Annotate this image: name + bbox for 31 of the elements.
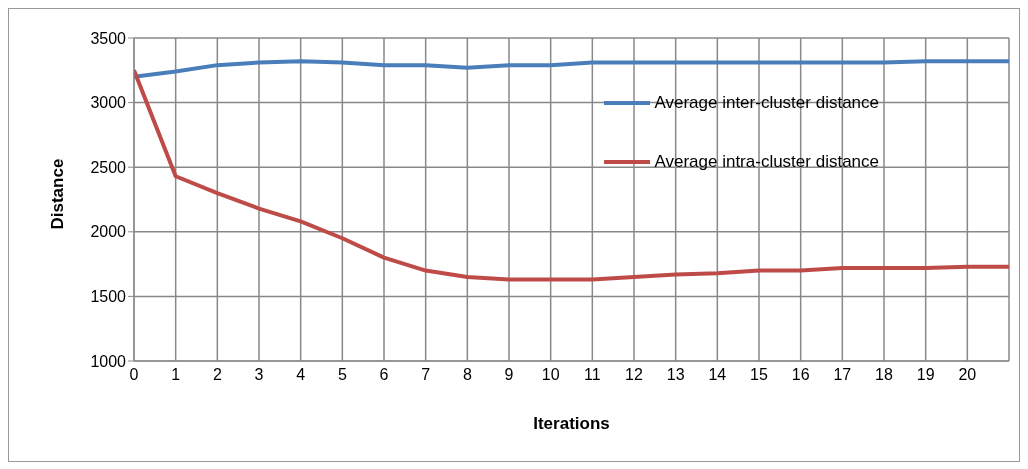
y-tick-label: 3500 <box>90 29 127 47</box>
y-tick-label: 3000 <box>90 94 127 112</box>
x-axis-title: Iterations <box>533 414 610 433</box>
legend-label: Average intra-cluster distance <box>654 151 879 172</box>
y-axis-title: Distance <box>48 158 68 230</box>
x-tick-label: 10 <box>541 366 560 384</box>
y-tick-label: 2000 <box>90 223 127 241</box>
x-tick-label: 15 <box>750 366 768 384</box>
x-tick-label: 3 <box>254 366 264 384</box>
x-tick-label: 14 <box>708 366 727 384</box>
x-tick-label: 9 <box>504 366 514 384</box>
y-tick-label: 2500 <box>90 158 127 176</box>
x-tick-label: 8 <box>462 366 472 384</box>
y-tick-label: 1000 <box>90 352 127 370</box>
x-tick-label: 13 <box>666 366 685 384</box>
x-tick-label: 16 <box>791 366 810 384</box>
x-tick-label: 5 <box>337 366 347 384</box>
x-tick-label: 1 <box>171 366 181 384</box>
x-tick-label: 6 <box>379 366 389 384</box>
x-tick-label: 12 <box>625 366 643 384</box>
x-tick-label: 2 <box>212 366 222 384</box>
x-tick-label: 17 <box>833 366 852 384</box>
y-tick-label: 1500 <box>90 288 127 306</box>
x-tick-label: 0 <box>129 366 139 384</box>
legend-label: Average inter-cluster distance <box>654 92 879 113</box>
x-tick-label: 18 <box>875 366 893 384</box>
x-tick-label: 19 <box>916 366 935 384</box>
x-tick-label: 20 <box>958 366 977 384</box>
x-tick-label: 4 <box>296 366 306 384</box>
x-tick-label: 11 <box>584 366 601 384</box>
x-tick-label: 7 <box>421 366 431 384</box>
